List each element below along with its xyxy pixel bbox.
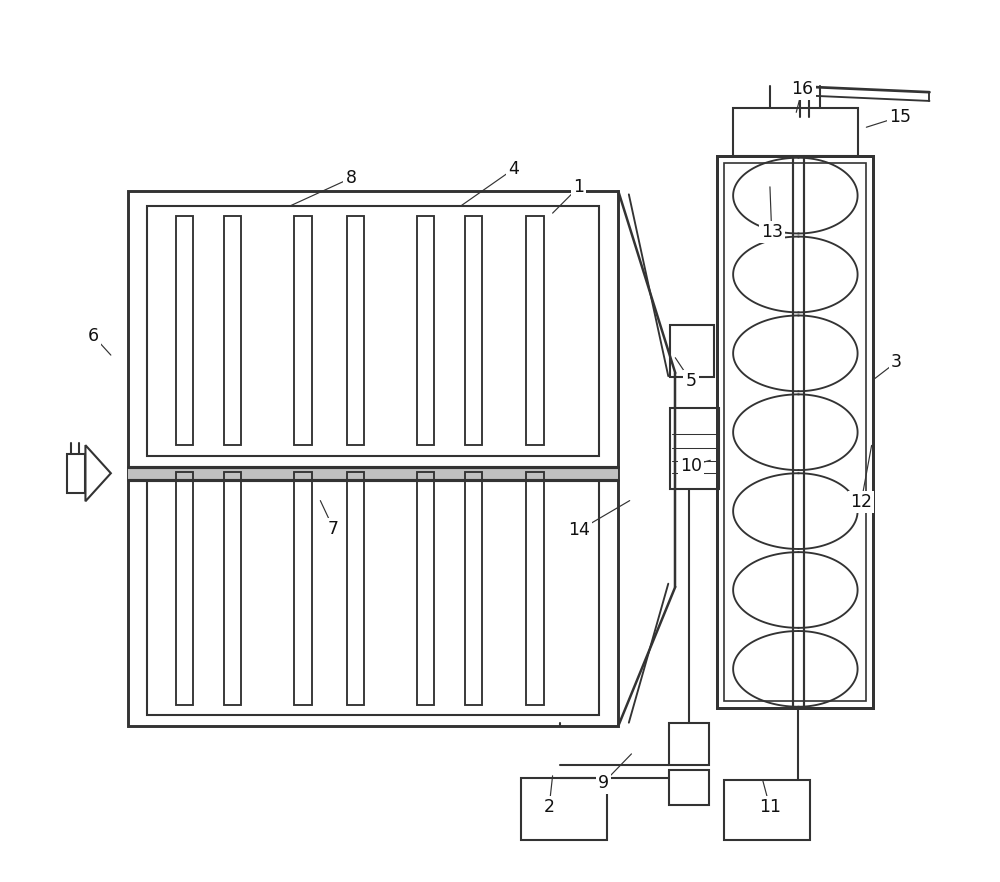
Bar (465, 472, 482, 705)
Text: 14: 14 (568, 521, 590, 540)
Bar (521, 779, 607, 840)
Bar (733, 108, 858, 156)
Bar (417, 472, 434, 705)
Bar (147, 206, 599, 456)
Bar (347, 472, 364, 705)
Text: 5: 5 (686, 372, 697, 391)
Text: 11: 11 (759, 798, 781, 817)
Bar (670, 325, 714, 377)
Text: 12: 12 (850, 493, 872, 512)
Bar (724, 163, 866, 701)
Text: 6: 6 (88, 327, 99, 345)
Bar (128, 467, 618, 480)
Bar (717, 156, 873, 708)
Bar (224, 216, 241, 445)
Text: 9: 9 (598, 774, 609, 792)
Bar (147, 472, 599, 715)
Text: 15: 15 (889, 108, 911, 126)
Bar (526, 216, 544, 445)
Bar (176, 472, 193, 705)
Text: 2: 2 (544, 798, 555, 817)
Bar (465, 216, 482, 445)
Bar (670, 408, 719, 489)
Bar (526, 472, 544, 705)
Text: 13: 13 (761, 223, 783, 242)
Bar (128, 191, 618, 726)
Bar (224, 472, 241, 705)
Bar (176, 216, 193, 445)
Text: 4: 4 (508, 161, 519, 178)
Text: 16: 16 (791, 79, 813, 98)
Bar (417, 216, 434, 445)
Bar (294, 216, 312, 445)
Bar (67, 454, 85, 492)
Text: 10: 10 (680, 457, 702, 475)
Bar (717, 156, 873, 708)
Bar (669, 723, 709, 766)
Text: 3: 3 (891, 353, 902, 371)
Bar (347, 216, 364, 445)
Text: 7: 7 (328, 519, 339, 538)
Text: 8: 8 (346, 169, 357, 187)
Bar (669, 770, 709, 804)
Text: 1: 1 (573, 178, 584, 196)
Bar (724, 781, 810, 840)
Bar (294, 472, 312, 705)
